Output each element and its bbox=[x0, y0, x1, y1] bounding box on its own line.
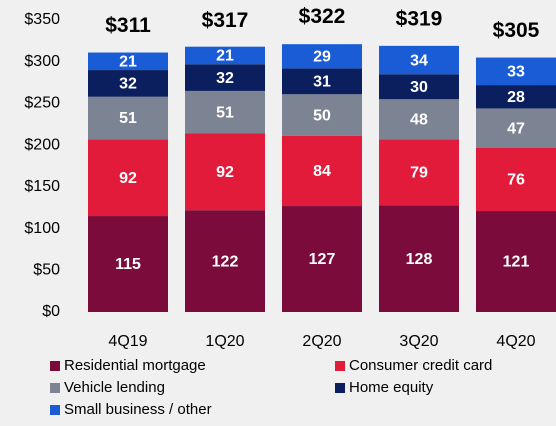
legend-swatch bbox=[50, 361, 60, 371]
bar-segment bbox=[476, 85, 556, 109]
y-tick-label: $250 bbox=[24, 95, 60, 112]
bar-label: 84 bbox=[313, 163, 331, 180]
bar-label: 127 bbox=[309, 251, 336, 268]
bar-segment bbox=[379, 74, 459, 100]
bar-segment bbox=[185, 64, 265, 91]
legend-label: Home equity bbox=[349, 379, 434, 396]
bar-label: 31 bbox=[313, 74, 331, 91]
bar-segment bbox=[476, 147, 556, 212]
bar-label: 128 bbox=[406, 251, 433, 268]
total-label: $322 bbox=[299, 5, 346, 28]
bar-segment bbox=[379, 205, 459, 312]
bar-segment bbox=[88, 96, 168, 140]
legend-label: Consumer credit card bbox=[349, 357, 492, 374]
x-tick-label: 4Q19 bbox=[108, 333, 147, 350]
bar-label: 30 bbox=[410, 79, 428, 96]
bar-label: 79 bbox=[410, 164, 428, 181]
bar-label: 121 bbox=[503, 254, 530, 271]
bar-segment bbox=[185, 210, 265, 312]
legend-swatch bbox=[50, 405, 60, 415]
bar-label: 76 bbox=[507, 172, 525, 189]
bar-label: 51 bbox=[119, 110, 137, 127]
total-label: $319 bbox=[396, 7, 443, 30]
total-label: $305 bbox=[493, 19, 540, 42]
bar-segment bbox=[476, 211, 556, 312]
x-tick-label: 3Q20 bbox=[399, 333, 438, 350]
bar-label: 92 bbox=[216, 164, 234, 181]
bar-segment bbox=[282, 68, 362, 95]
x-tick-label: 4Q20 bbox=[496, 333, 535, 350]
bar-label: 50 bbox=[313, 107, 331, 124]
bar-segment bbox=[282, 94, 362, 136]
total-label: $311 bbox=[105, 14, 151, 37]
y-tick-label: $100 bbox=[24, 220, 60, 237]
x-tick-label: 2Q20 bbox=[302, 333, 341, 350]
bar-label: 28 bbox=[507, 89, 525, 106]
bar-label: 92 bbox=[119, 170, 137, 187]
bar-segment bbox=[185, 133, 265, 211]
legend-label: Vehicle lending bbox=[64, 379, 165, 396]
bar-label: 51 bbox=[216, 104, 234, 121]
bar-segment bbox=[88, 139, 168, 217]
legend-swatch bbox=[335, 361, 345, 371]
bar-label: 21 bbox=[216, 48, 234, 65]
bar-segment bbox=[379, 99, 459, 140]
legend-swatch bbox=[335, 383, 345, 393]
bar-label: 48 bbox=[410, 111, 428, 128]
bar-segment bbox=[282, 135, 362, 207]
bar-segment bbox=[379, 45, 459, 75]
bar-segment bbox=[88, 216, 168, 312]
bar-label: 32 bbox=[119, 76, 137, 93]
bar-segment bbox=[282, 206, 362, 312]
legend-label: Small business / other bbox=[64, 401, 212, 418]
bar-segment bbox=[88, 52, 168, 71]
y-tick-label: $0 bbox=[42, 303, 60, 320]
bar-label: 115 bbox=[115, 256, 141, 273]
bar-segment bbox=[476, 57, 556, 86]
bar-label: 21 bbox=[119, 54, 137, 71]
legend-swatch bbox=[50, 383, 60, 393]
y-tick-label: $300 bbox=[24, 53, 60, 70]
bar-label: 32 bbox=[216, 70, 234, 87]
bar-label: 29 bbox=[313, 49, 331, 66]
bar-segment bbox=[185, 90, 265, 134]
y-tick-label: $150 bbox=[24, 178, 60, 195]
bar-label: 33 bbox=[507, 64, 525, 81]
y-tick-label: $50 bbox=[33, 262, 60, 279]
bar-label: 34 bbox=[410, 52, 428, 69]
total-label: $317 bbox=[202, 9, 249, 32]
bar-segment bbox=[379, 139, 459, 206]
bar-label: 122 bbox=[212, 253, 239, 270]
legend-label: Residential mortgage bbox=[64, 357, 206, 374]
y-tick-label: $200 bbox=[24, 136, 60, 153]
bar-segment bbox=[476, 108, 556, 148]
bar-segment bbox=[282, 44, 362, 69]
bar-segment bbox=[185, 46, 265, 65]
x-tick-label: 1Q20 bbox=[205, 333, 244, 350]
bar-label: 47 bbox=[507, 120, 525, 137]
y-tick-label: $350 bbox=[24, 11, 60, 28]
bar-segment bbox=[88, 70, 168, 97]
